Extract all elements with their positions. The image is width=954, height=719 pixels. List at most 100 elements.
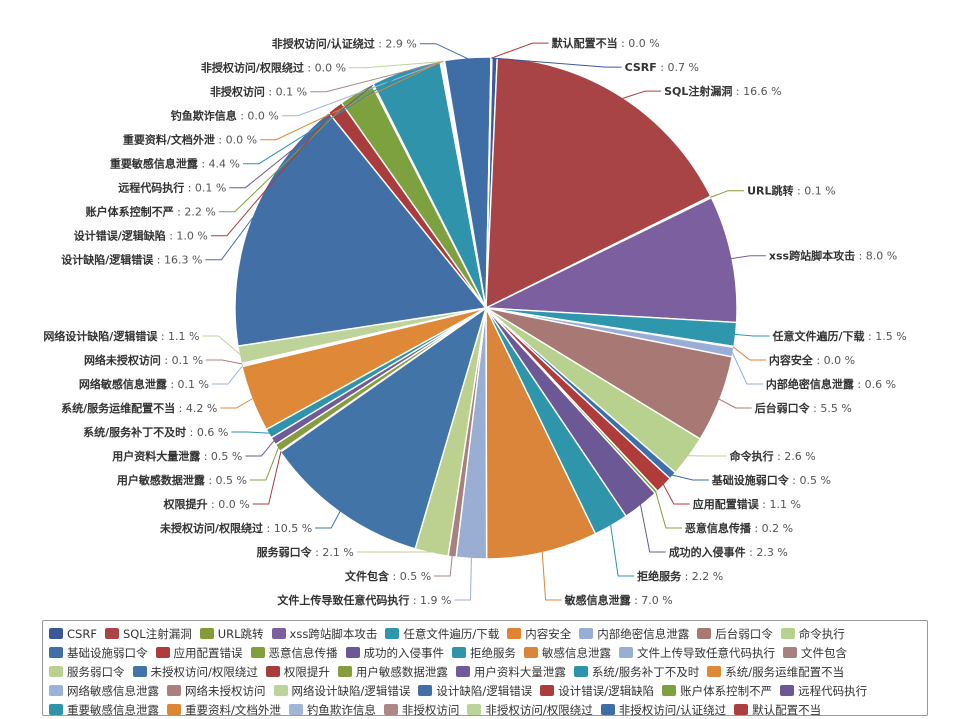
leader-line xyxy=(281,61,442,117)
slice-label: 内部绝密信息泄露 : 0.6 % xyxy=(766,377,896,391)
legend-item[interactable]: 命令执行 xyxy=(780,624,845,643)
legend-label: 任意文件遍历/下载 xyxy=(403,626,500,641)
slice-label-value: : 0.1 % xyxy=(265,86,307,99)
legend-item[interactable]: 账户体系控制不严 xyxy=(662,681,772,700)
legend-item[interactable]: 系统/服务补丁不及时 xyxy=(573,662,699,681)
legend-item[interactable]: xss跨站脚本攻击 xyxy=(271,624,378,643)
slice-label-value: : 7.0 % xyxy=(631,594,673,607)
legend-item[interactable]: 任意文件遍历/下载 xyxy=(385,624,499,643)
legend-label: 文件上传导致任意代码执行 xyxy=(637,645,775,660)
slice-label: 重要资料/文档外泄 : 0.0 % xyxy=(123,133,257,147)
legend-item[interactable]: 远程代码执行 xyxy=(780,681,867,700)
slice-label-name: 服务弱口令 xyxy=(257,545,313,559)
legend-item[interactable]: 成功的入侵事件 xyxy=(345,643,444,662)
legend-item[interactable]: CSRF xyxy=(49,624,97,643)
slice-label-name: 网络设计缺陷/逻辑错误 xyxy=(43,329,158,343)
leader-line xyxy=(732,346,766,361)
legend-item[interactable]: 网络未授权访问 xyxy=(167,681,266,700)
leader-line xyxy=(252,450,282,505)
slice-label-value: : 1.5 % xyxy=(865,330,907,343)
slice-label-name: 未授权访问/权限绕过 xyxy=(159,521,263,535)
leader-line xyxy=(419,43,469,60)
legend-label: 重要资料/文档外泄 xyxy=(185,702,281,717)
slice-label-name: 非授权访问/权限绕过 xyxy=(201,61,304,75)
legend-item[interactable]: 默认配置不当 xyxy=(734,700,821,719)
legend-item[interactable]: 设计错误/逻辑缺陷 xyxy=(540,681,654,700)
legend-item[interactable]: 网络设计缺陷/逻辑错误 xyxy=(273,681,410,700)
leader-line xyxy=(206,359,243,365)
legend-label: xss跨站脚本攻击 xyxy=(289,626,378,641)
slice-label-value: : 0.0 % xyxy=(215,134,257,147)
slice-label-value: : 0.1 % xyxy=(184,182,226,195)
slice-label: 设计缺陷/逻辑错误 : 16.3 % xyxy=(61,253,202,267)
legend-item[interactable]: 权限提升 xyxy=(265,662,330,681)
legend-item[interactable]: SQL注射漏洞 xyxy=(104,624,192,643)
slice-label: 账户体系控制不严 : 2.2 % xyxy=(86,205,216,219)
legend-item[interactable]: 后台弱口令 xyxy=(697,624,773,643)
slice-label-value: : 16.3 % xyxy=(153,254,202,267)
leader-line xyxy=(205,217,254,261)
legend-item[interactable]: URL跳转 xyxy=(199,624,264,643)
slice-label: 用户资料大量泄露 : 0.5 % xyxy=(112,449,242,463)
legend-swatch xyxy=(167,704,181,715)
leader-line xyxy=(243,70,407,165)
legend-label: 非授权访问 xyxy=(401,702,460,717)
pie-slice[interactable] xyxy=(234,111,488,347)
legend-item[interactable]: 服务弱口令 xyxy=(49,662,125,681)
leader-line xyxy=(662,484,690,505)
slice-label: 恶意信息传播 : 0.2 % xyxy=(685,521,793,535)
slice-label-name: 任意文件遍历/下载 xyxy=(772,329,865,343)
legend-item[interactable]: 非授权访问 xyxy=(383,700,460,719)
legend-swatch xyxy=(265,666,280,677)
slice-label-name: 非授权访问 xyxy=(210,85,265,99)
legend-swatch xyxy=(662,685,677,696)
legend-item[interactable]: 用户资料大量泄露 xyxy=(455,662,566,681)
leader-line xyxy=(622,90,662,99)
legend-item[interactable]: 敏感信息泄露 xyxy=(524,643,611,662)
slice-label-name: 设计错误/逻辑缺陷 xyxy=(74,229,166,243)
slice-label: 网络设计缺陷/逻辑错误 : 1.1 % xyxy=(43,329,199,343)
slice-label-name: 设计缺陷/逻辑错误 xyxy=(61,253,154,267)
legend-label: CSRF xyxy=(67,626,97,641)
slice-label-value: : 5.5 % xyxy=(810,402,852,415)
leader-line xyxy=(260,61,441,141)
slice-label-value: : 0.1 % xyxy=(794,185,836,198)
legend-item[interactable]: 重要敏感信息泄露 xyxy=(49,700,159,719)
leader-lines xyxy=(202,42,770,601)
leader-line xyxy=(349,61,445,69)
slice-label-value: : 8.0 % xyxy=(855,250,897,263)
legend-item[interactable]: 文件上传导致任意代码执行 xyxy=(619,643,775,662)
pie-slice[interactable] xyxy=(485,56,712,310)
slice-label-value: : 2.2 % xyxy=(681,570,723,583)
slice-label-value: : 1.1 % xyxy=(157,330,199,343)
legend-label: 重要敏感信息泄露 xyxy=(67,702,159,717)
legend-item[interactable]: 非授权访问/认证绕过 xyxy=(600,700,726,719)
leader-line xyxy=(212,365,244,385)
legend-item[interactable]: 内部绝密信息泄露 xyxy=(579,624,689,643)
legend-item[interactable]: 恶意信息传播 xyxy=(250,643,338,662)
legend-item[interactable]: 拒绝服务 xyxy=(452,643,516,662)
leader-line xyxy=(202,335,241,355)
legend-item[interactable]: 网络敏感信息泄露 xyxy=(49,681,159,700)
legend-item[interactable]: 重要资料/文档外泄 xyxy=(167,700,281,719)
legend-item[interactable]: 未授权访问/权限绕过 xyxy=(132,662,258,681)
legend-swatch xyxy=(49,647,63,658)
legend-label: 应用配置错误 xyxy=(173,645,243,660)
slice-label-value: : 0.1 % xyxy=(167,378,209,391)
legend-label: 账户体系控制不严 xyxy=(680,683,773,698)
legend-item[interactable]: 应用配置错误 xyxy=(155,643,243,662)
legend-item[interactable]: 系统/服务运维配置不当 xyxy=(707,662,844,681)
pie-slice[interactable] xyxy=(485,56,493,309)
legend-label: 远程代码执行 xyxy=(798,683,868,698)
legend-item[interactable]: 基础设施弱口令 xyxy=(49,643,148,662)
slice-label: 默认配置不当 : 0.0 % xyxy=(552,36,660,50)
legend-item[interactable]: 内容安全 xyxy=(507,624,571,643)
legend-item[interactable]: 文件包含 xyxy=(783,643,847,662)
legend-item[interactable]: 设计缺陷/逻辑错误 xyxy=(418,681,532,700)
legend-item[interactable]: 钓鱼欺诈信息 xyxy=(288,700,376,719)
legend-item[interactable]: 非授权访问/权限绕过 xyxy=(467,700,593,719)
slice-label-name: 重要资料/文档外泄 xyxy=(123,133,215,147)
legend-item[interactable]: 用户敏感数据泄露 xyxy=(337,662,448,681)
slice-label-value: : 0.7 % xyxy=(657,61,699,74)
slice-label-name: SQL注射漏洞 xyxy=(664,84,732,98)
